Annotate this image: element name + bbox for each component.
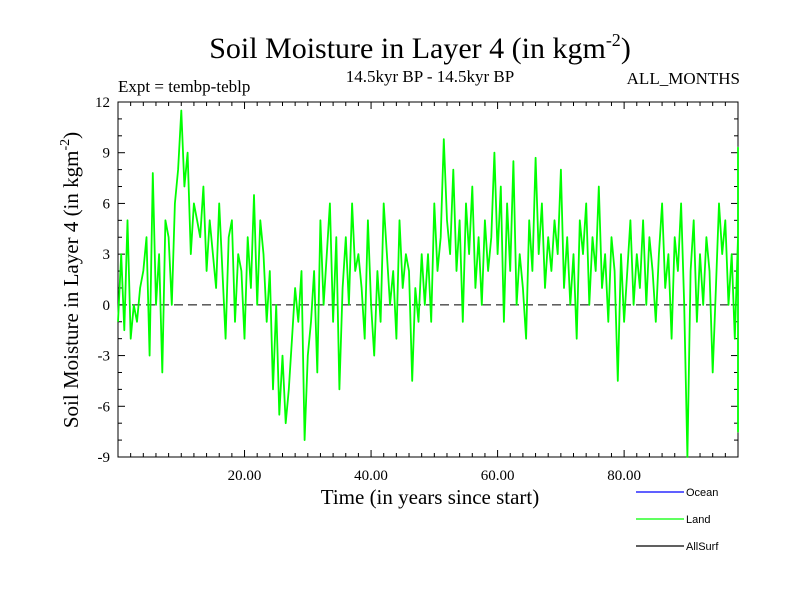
x-axis-label: Time (in years since start) <box>321 485 540 509</box>
series-layer <box>117 109 739 458</box>
x-tick-label: 80.00 <box>607 468 641 484</box>
legend-label-allsurf: AllSurf <box>686 541 719 553</box>
experiment-label: Expt = tembp-teblp <box>118 77 250 96</box>
series-line-land <box>117 109 739 458</box>
y-tick-label: 9 <box>103 146 111 162</box>
y-axis-label: Soil Moisture in Layer 4 (in kgm-2) <box>58 132 83 428</box>
legend-label-ocean: Ocean <box>686 487 718 499</box>
y-tick-label: -6 <box>98 399 111 415</box>
y-tick-label: -3 <box>98 349 111 365</box>
y-tick-label: 0 <box>103 298 111 314</box>
x-tick-label: 60.00 <box>481 468 515 484</box>
legend: Ocean Land AllSurf <box>636 487 719 553</box>
y-tick-label: 3 <box>103 247 111 263</box>
chart-title: Soil Moisture in Layer 4 (in kgm-2) <box>209 30 631 65</box>
x-tick-label: 20.00 <box>228 468 262 484</box>
legend-label-land: Land <box>686 514 710 526</box>
y-tick-label: 6 <box>103 196 111 212</box>
y-tick-label: -9 <box>98 450 111 466</box>
ticks-layer: -9 -6 -3 0 3 6 9 12 20.00 40.00 60.00 80.00 <box>95 95 738 484</box>
months-label: ALL_MONTHS <box>627 69 740 88</box>
y-tick-label: 12 <box>95 95 110 111</box>
x-tick-label: 40.00 <box>354 468 388 484</box>
subtitle: 14.5kyr BP - 14.5kyr BP <box>346 67 514 86</box>
